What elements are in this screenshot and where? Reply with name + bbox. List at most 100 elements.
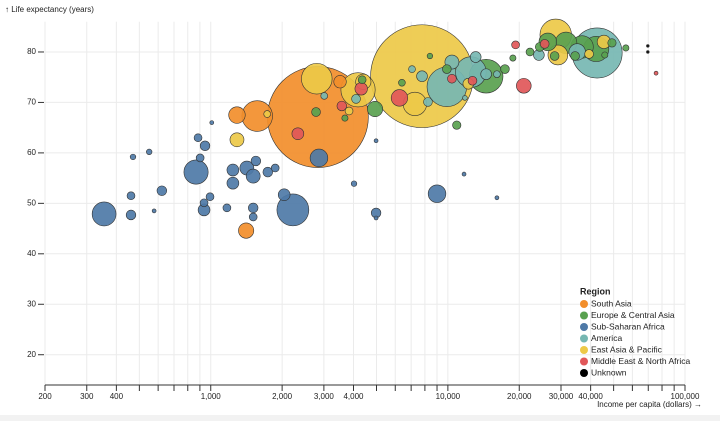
- bubble: [156, 185, 167, 196]
- y-tick-label: 60: [27, 148, 36, 157]
- bubble: [373, 215, 379, 221]
- bubble: [276, 193, 310, 227]
- y-tick-label: 70: [27, 98, 36, 107]
- legend-label: Europe & Central Asia: [591, 310, 675, 320]
- bubble: [469, 51, 482, 63]
- bubble: [226, 163, 240, 177]
- bubble: [416, 70, 428, 82]
- legend-label: Unknown: [591, 367, 627, 377]
- bubble: [344, 106, 354, 116]
- y-tick-label: 20: [27, 350, 36, 359]
- legend-swatch: [580, 334, 588, 343]
- bubble: [584, 49, 594, 59]
- bubble: [277, 188, 291, 202]
- bubble: [646, 44, 650, 48]
- bubble: [238, 222, 255, 239]
- y-axis-label: ↑ Life expectancy (years): [5, 5, 94, 14]
- bubble: [500, 64, 510, 74]
- bubble: [222, 203, 232, 213]
- legend: Region South Asia Europe & Central AsiaSub…: [580, 286, 690, 377]
- legend-label: South Asia: [591, 298, 632, 308]
- x-tick-label: 4,000: [343, 392, 364, 401]
- bubble: [320, 92, 328, 100]
- bubble: [262, 166, 273, 178]
- bubble: [199, 140, 211, 151]
- bubble: [493, 70, 501, 78]
- bubble: [511, 40, 520, 50]
- bubble: [228, 106, 246, 124]
- bubble: [509, 54, 517, 62]
- bubble: [151, 208, 157, 214]
- x-tick-label: 40,000: [578, 392, 603, 401]
- bubble: [291, 127, 305, 140]
- legend-label: America: [591, 333, 622, 343]
- bubble: [390, 89, 409, 107]
- x-tick-label: 20,000: [507, 392, 532, 401]
- legend-swatch: [580, 346, 588, 354]
- bubble: [301, 63, 333, 95]
- bubble: [309, 148, 329, 168]
- bubble: [226, 176, 240, 190]
- bubble: [354, 82, 368, 96]
- bubble: [452, 120, 462, 130]
- bubble: [549, 51, 560, 61]
- legend-swatch: [580, 323, 588, 331]
- bubble: [426, 52, 434, 60]
- x-tick-label: 2,000: [272, 392, 293, 401]
- bubble: [480, 68, 492, 80]
- bubble: [248, 202, 259, 214]
- bubble: [183, 159, 209, 185]
- bubble: [373, 138, 379, 144]
- x-tick-label: 3,000: [314, 392, 335, 401]
- bubble: [570, 51, 580, 61]
- grid: [44, 21, 686, 385]
- footer-strip: [0, 415, 720, 421]
- bubble: [195, 153, 205, 163]
- bubble: [525, 47, 535, 57]
- bubble: [263, 110, 271, 118]
- bubble: [607, 38, 617, 48]
- bubble: [146, 148, 153, 155]
- bubble: [653, 70, 659, 76]
- bubble: [423, 97, 433, 107]
- legend-label: Sub-Saharan Africa: [591, 321, 665, 331]
- bubble: [516, 78, 532, 94]
- x-tick-label: 100,000: [671, 392, 700, 401]
- bubble: [461, 171, 467, 177]
- bubble: [248, 212, 258, 222]
- y-tick-label: 50: [27, 198, 36, 207]
- x-tick-label: 10,000: [436, 392, 461, 401]
- bubble: [427, 184, 447, 203]
- bubble: [193, 133, 203, 143]
- legend-swatch: [580, 300, 588, 308]
- x-tick-label: 300: [80, 392, 94, 401]
- bubble: [270, 163, 280, 173]
- legend-swatch: [580, 357, 588, 366]
- bubble: [91, 201, 117, 227]
- bubble: [333, 75, 347, 89]
- bubble: [336, 100, 347, 112]
- bubble: [494, 195, 500, 201]
- x-tick-label: 1,000: [201, 392, 222, 401]
- bubble: [125, 209, 137, 221]
- x-tick-label: 400: [110, 392, 124, 401]
- bubble: [467, 76, 478, 86]
- y-tick-label: 80: [27, 47, 36, 56]
- bubble: [126, 191, 136, 201]
- bubble: [199, 198, 209, 208]
- bubble: [646, 50, 650, 54]
- legend-label: East Asia & Pacific: [591, 344, 663, 354]
- bubble: [229, 132, 245, 148]
- bubble: [357, 75, 367, 84]
- y-tick-label: 40: [27, 249, 36, 258]
- legend-label: Middle East & North Africa: [591, 356, 690, 366]
- bubble: [442, 64, 452, 74]
- marks: [91, 18, 659, 239]
- x-tick-label: 200: [38, 392, 52, 401]
- bubble: [462, 95, 468, 101]
- y-tick-label: 30: [27, 299, 36, 308]
- bubble: [245, 168, 261, 184]
- bubble: [447, 73, 457, 84]
- bubble: [398, 79, 406, 87]
